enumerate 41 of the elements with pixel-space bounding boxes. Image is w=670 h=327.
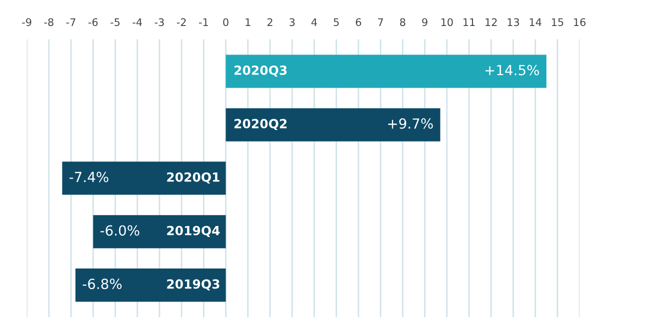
- x-tick-label: -9: [22, 18, 32, 26]
- x-tick-label: 15: [552, 18, 564, 26]
- x-tick-label: -2: [176, 18, 186, 26]
- y-tick-label: 2020Q3: [234, 65, 287, 77]
- x-tick-label: 7: [378, 18, 383, 26]
- x-tick-label: 0: [223, 18, 228, 26]
- x-tick-label: 9: [422, 18, 428, 26]
- y-tick-label: 2020Q2: [234, 118, 287, 130]
- x-tick-label: -1: [198, 18, 208, 26]
- data-label: -7.4%: [69, 172, 108, 182]
- data-label: -6.8%: [82, 278, 122, 290]
- bar: [75, 268, 226, 302]
- x-tick-label: 16: [574, 18, 586, 26]
- data-label: +14.5%: [485, 64, 539, 76]
- x-tick-label: 12: [486, 18, 497, 26]
- data-label: -6.0%: [100, 225, 140, 236]
- x-tick-label: 1: [246, 18, 250, 26]
- x-tick-label: -8: [44, 18, 54, 26]
- bar: [226, 54, 546, 88]
- bar: [62, 162, 226, 195]
- x-tick-label: -3: [154, 18, 164, 26]
- x-tick-label: -6: [88, 18, 98, 26]
- x-tick-label: 6: [356, 18, 362, 26]
- x-tick-label: 5: [334, 18, 339, 26]
- x-tick-label: 4: [311, 18, 317, 26]
- bar: [226, 108, 440, 142]
- x-tick-label: 11: [464, 18, 475, 26]
- x-tick-label: 14: [530, 18, 542, 26]
- x-tick-label: 13: [508, 18, 520, 26]
- x-tick-label: -4: [132, 18, 142, 26]
- y-tick-label: 2019Q4: [167, 226, 220, 237]
- x-tick-label: 8: [400, 18, 406, 26]
- bar: [93, 215, 226, 248]
- data-label: +9.7%: [388, 118, 433, 129]
- x-tick-label: -5: [110, 18, 120, 26]
- x-tick-label: 10: [441, 18, 453, 26]
- x-tick-label: 2: [267, 18, 272, 26]
- x-tick-label: 3: [290, 18, 295, 26]
- x-tick-label: -7: [66, 18, 76, 26]
- y-tick-label: 2020Q1: [167, 172, 220, 184]
- y-tick-label: 2019Q3: [167, 279, 220, 290]
